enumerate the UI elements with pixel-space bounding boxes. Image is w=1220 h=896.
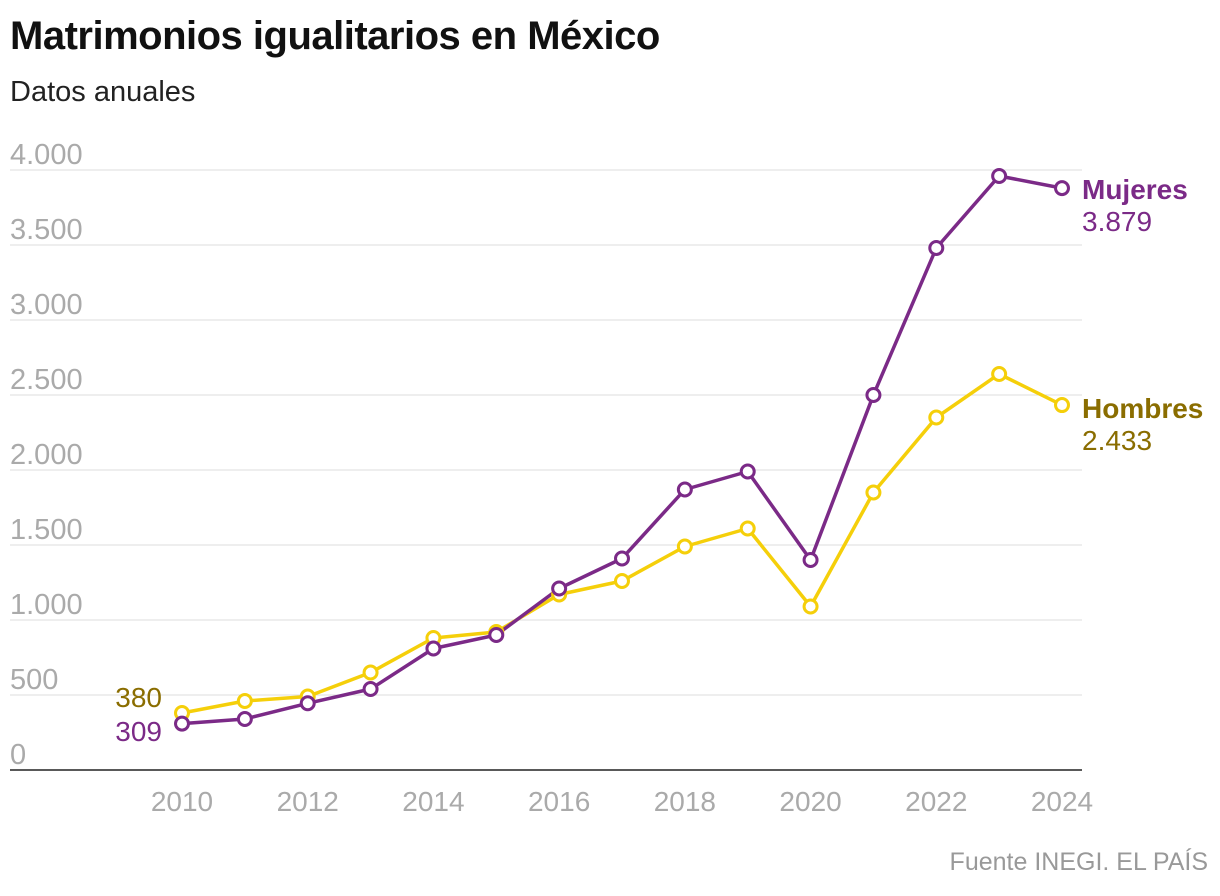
series-line-hombres bbox=[181, 372, 1063, 715]
data-point-mujeres bbox=[299, 695, 316, 712]
data-point-mujeres bbox=[362, 681, 379, 697]
chart-subtitle: Datos anuales bbox=[10, 76, 196, 108]
data-point-hombres bbox=[236, 693, 253, 709]
data-point-mujeres bbox=[865, 387, 882, 403]
y-tick-label: 1.000 bbox=[10, 589, 83, 621]
data-point-hombres bbox=[802, 598, 819, 615]
data-point-hombres bbox=[362, 664, 379, 681]
x-tick-label: 2012 bbox=[277, 786, 339, 817]
data-point-mujeres bbox=[1054, 180, 1070, 197]
data-point-mujeres bbox=[174, 715, 190, 732]
y-axis-ticks: 0 500 1.000 1.500 2.000 2.500 3.000 3.500 4.000 bbox=[10, 139, 83, 771]
data-point-mujeres bbox=[802, 552, 819, 568]
x-tick-label: 2022 bbox=[905, 786, 967, 817]
y-tick-label: 3.500 bbox=[10, 214, 83, 246]
data-point-mujeres bbox=[551, 580, 568, 597]
end-label-mujeres: Mujeres bbox=[1082, 174, 1188, 205]
data-point-mujeres bbox=[236, 711, 253, 727]
series-line-mujeres bbox=[181, 174, 1063, 726]
y-tick-label: 2.500 bbox=[10, 364, 83, 396]
y-tick-label: 2.000 bbox=[10, 439, 83, 471]
data-point-mujeres bbox=[614, 550, 630, 567]
data-point-hombres bbox=[739, 520, 756, 537]
x-tick-label: 2010 bbox=[151, 786, 213, 817]
data-point-mujeres bbox=[425, 640, 442, 657]
end-value-hombres: 2.433 bbox=[1082, 425, 1152, 456]
start-value-mujeres: 309 bbox=[115, 716, 162, 747]
gridlines bbox=[10, 169, 1082, 771]
series-lines bbox=[181, 174, 1063, 726]
y-tick-label: 500 bbox=[10, 664, 58, 696]
data-point-mujeres bbox=[488, 627, 505, 643]
y-tick-label: 3.000 bbox=[10, 289, 83, 321]
x-axis-ticks: 2010 2012 2014 2016 2018 2020 2022 2024 bbox=[151, 786, 1093, 817]
series-points bbox=[174, 168, 1070, 732]
y-tick-label: 0 bbox=[10, 739, 26, 771]
y-tick-label: 1.500 bbox=[10, 514, 83, 546]
data-point-hombres bbox=[1054, 397, 1070, 414]
y-tick-label: 4.000 bbox=[10, 139, 83, 171]
data-point-hombres bbox=[865, 484, 882, 501]
data-point-mujeres bbox=[676, 481, 693, 498]
data-point-mujeres bbox=[928, 240, 945, 256]
source-note: Fuente INEGI. EL PAÍS bbox=[949, 848, 1208, 876]
data-point-hombres bbox=[991, 366, 1008, 382]
x-tick-label: 2018 bbox=[654, 786, 716, 817]
data-point-mujeres bbox=[991, 168, 1008, 184]
x-tick-label: 2024 bbox=[1031, 786, 1093, 817]
x-tick-label: 2020 bbox=[779, 786, 841, 817]
x-tick-label: 2016 bbox=[528, 786, 590, 817]
end-label-hombres: Hombres bbox=[1082, 393, 1203, 424]
data-point-mujeres bbox=[739, 463, 756, 480]
data-point-hombres bbox=[614, 573, 630, 589]
data-point-hombres bbox=[676, 538, 693, 555]
end-value-mujeres: 3.879 bbox=[1082, 206, 1152, 237]
x-tick-label: 2014 bbox=[402, 786, 464, 817]
start-value-hombres: 380 bbox=[115, 682, 162, 713]
chart-title: Matrimonios igualitarios en México bbox=[10, 14, 660, 58]
data-point-hombres bbox=[928, 409, 945, 426]
